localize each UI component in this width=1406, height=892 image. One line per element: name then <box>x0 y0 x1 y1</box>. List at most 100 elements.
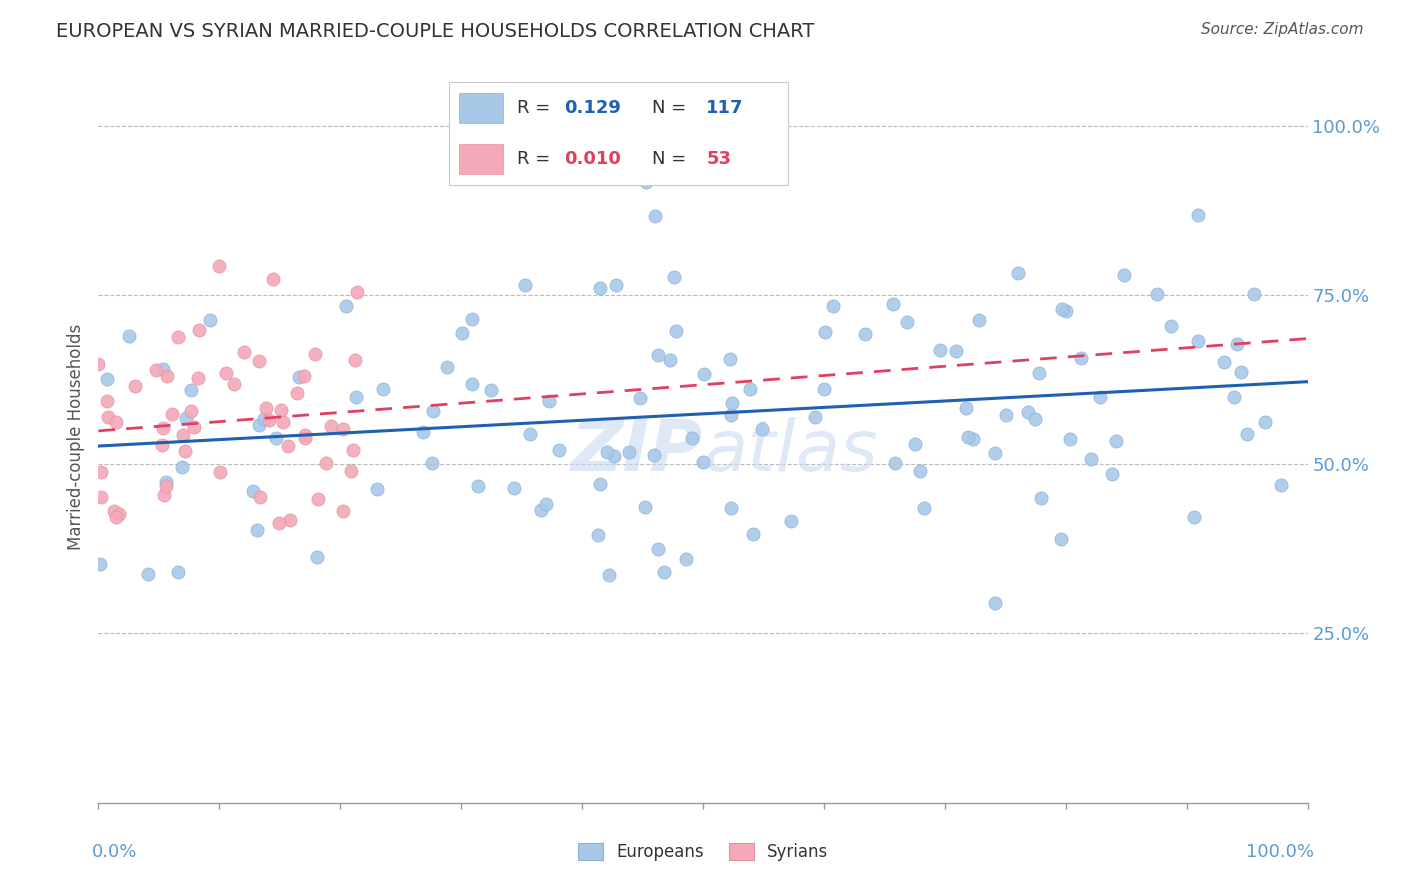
Point <box>461 312 484 326</box>
Point <box>253 411 276 425</box>
Point <box>634 175 657 189</box>
Point <box>855 326 877 341</box>
Point <box>105 510 128 524</box>
Point <box>804 410 827 425</box>
Point <box>152 421 174 435</box>
Point <box>305 549 328 564</box>
Point <box>208 259 231 273</box>
Point <box>994 408 1017 422</box>
Point <box>294 427 316 442</box>
Point <box>1223 391 1246 405</box>
Point <box>249 490 271 504</box>
Point <box>962 433 984 447</box>
Point <box>675 552 697 566</box>
Point <box>346 285 368 300</box>
Point <box>1270 478 1292 492</box>
Point <box>693 368 716 382</box>
Point <box>412 425 434 440</box>
Point <box>595 444 617 458</box>
Point <box>598 568 620 582</box>
Point <box>96 394 118 409</box>
Point <box>461 376 484 391</box>
Point <box>104 416 127 430</box>
Point <box>945 343 967 358</box>
Point <box>605 277 627 292</box>
Point <box>1243 286 1265 301</box>
Point <box>751 422 773 436</box>
Point <box>813 382 835 396</box>
Point <box>87 357 110 371</box>
Point <box>1160 319 1182 334</box>
Point <box>90 465 112 479</box>
Legend: Europeans, Syrians: Europeans, Syrians <box>571 836 835 868</box>
Point <box>340 464 363 478</box>
Point <box>589 477 612 491</box>
Point <box>779 514 801 528</box>
Point <box>420 456 443 470</box>
Text: 100.0%: 100.0% <box>1246 843 1313 861</box>
Point <box>152 362 174 376</box>
Point <box>519 427 541 442</box>
Point <box>332 422 354 436</box>
Point <box>89 557 111 571</box>
Point <box>277 439 299 453</box>
Point <box>270 403 292 417</box>
Point <box>155 369 177 384</box>
Point <box>502 481 524 495</box>
Point <box>136 566 159 581</box>
Point <box>209 465 232 479</box>
Point <box>1050 533 1073 547</box>
Point <box>180 404 202 418</box>
Point <box>117 329 139 343</box>
Point <box>188 323 211 337</box>
Point <box>1028 366 1050 380</box>
Point <box>1080 451 1102 466</box>
Text: Source: ZipAtlas.com: Source: ZipAtlas.com <box>1201 22 1364 37</box>
Point <box>1088 391 1111 405</box>
Point <box>304 347 326 361</box>
Point <box>903 437 925 451</box>
Point <box>215 366 238 380</box>
Point <box>319 418 342 433</box>
Point <box>720 501 742 516</box>
Point <box>536 497 558 511</box>
Point <box>467 479 489 493</box>
Point <box>153 488 176 502</box>
Point <box>145 362 167 376</box>
Point <box>335 299 357 313</box>
Point <box>823 299 845 313</box>
Point <box>1187 334 1209 348</box>
Point <box>332 503 354 517</box>
Point <box>665 324 688 338</box>
Point <box>1105 434 1128 448</box>
Point <box>160 407 183 421</box>
Point <box>586 528 609 542</box>
Point <box>1070 351 1092 365</box>
Point <box>173 444 195 458</box>
Point <box>929 343 952 357</box>
Point <box>233 345 256 359</box>
Point <box>548 442 571 457</box>
Point <box>174 411 197 425</box>
Point <box>150 438 173 452</box>
Point <box>155 475 177 489</box>
Point <box>249 418 271 433</box>
Point <box>658 352 681 367</box>
Point <box>643 448 665 462</box>
Point <box>1050 301 1073 316</box>
Point <box>266 431 288 445</box>
Point <box>222 376 245 391</box>
Point <box>346 390 368 404</box>
Point <box>246 523 269 537</box>
Point <box>882 297 904 311</box>
Point <box>628 392 651 406</box>
Point <box>107 507 129 521</box>
Point <box>984 596 1007 610</box>
Point <box>342 442 364 457</box>
Point <box>371 382 394 396</box>
Point <box>912 501 935 516</box>
Point <box>1024 412 1046 426</box>
Point <box>589 280 612 294</box>
Point <box>262 271 284 285</box>
Point <box>652 565 675 579</box>
